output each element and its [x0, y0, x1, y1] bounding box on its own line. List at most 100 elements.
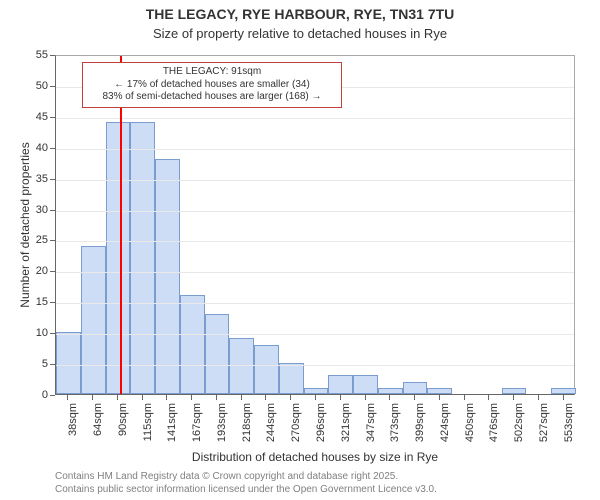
x-tick-mark [439, 395, 440, 400]
x-tick-label: 38sqm [67, 403, 79, 453]
bar [180, 295, 205, 394]
bar [254, 345, 279, 394]
gridline [56, 180, 574, 181]
bar [427, 388, 452, 394]
y-tick-label: 5 [20, 358, 48, 370]
x-axis-label: Distribution of detached houses by size … [55, 450, 575, 464]
gridline [56, 241, 574, 242]
gridline [56, 149, 574, 150]
bar [403, 382, 428, 394]
y-tick-mark [50, 210, 55, 211]
x-tick-label: 167sqm [191, 403, 203, 453]
x-tick-mark [340, 395, 341, 400]
bar [130, 122, 155, 394]
x-tick-mark [538, 395, 539, 400]
x-tick-label: 115sqm [142, 403, 154, 453]
x-tick-label: 399sqm [414, 403, 426, 453]
chart-subtitle: Size of property relative to detached ho… [0, 26, 600, 41]
bar [551, 388, 576, 394]
x-tick-mark [414, 395, 415, 400]
y-tick-mark [50, 86, 55, 87]
bar [279, 363, 304, 394]
y-tick-label: 45 [20, 111, 48, 123]
x-tick-label: 347sqm [365, 403, 377, 453]
x-tick-mark [67, 395, 68, 400]
x-tick-mark [365, 395, 366, 400]
y-tick-mark [50, 395, 55, 396]
y-tick-label: 50 [20, 80, 48, 92]
chart-container: THE LEGACY, RYE HARBOUR, RYE, TN31 7TU S… [0, 0, 600, 500]
x-tick-mark [290, 395, 291, 400]
bar [155, 159, 180, 394]
x-tick-mark [92, 395, 93, 400]
gridline [56, 118, 574, 119]
x-tick-mark [513, 395, 514, 400]
x-tick-label: 502sqm [513, 403, 525, 453]
y-tick-mark [50, 117, 55, 118]
gridline [56, 272, 574, 273]
bar [378, 388, 403, 394]
x-tick-label: 270sqm [290, 403, 302, 453]
x-tick-label: 244sqm [265, 403, 277, 453]
x-tick-mark [488, 395, 489, 400]
bar [205, 314, 230, 394]
bar [56, 332, 81, 394]
bar [502, 388, 527, 394]
x-tick-label: 218sqm [241, 403, 253, 453]
x-tick-mark [216, 395, 217, 400]
footer-line2: Contains public sector information licen… [55, 483, 437, 496]
y-tick-mark [50, 271, 55, 272]
y-tick-mark [50, 364, 55, 365]
x-tick-mark [464, 395, 465, 400]
x-tick-mark [563, 395, 564, 400]
y-tick-mark [50, 179, 55, 180]
footer-line1: Contains HM Land Registry data © Crown c… [55, 470, 437, 483]
y-tick-mark [50, 148, 55, 149]
gridline [56, 303, 574, 304]
chart-footer: Contains HM Land Registry data © Crown c… [55, 470, 437, 496]
x-tick-label: 527sqm [538, 403, 550, 453]
x-tick-label: 141sqm [166, 403, 178, 453]
x-tick-mark [241, 395, 242, 400]
x-tick-label: 193sqm [216, 403, 228, 453]
x-tick-label: 450sqm [464, 403, 476, 453]
chart-title: THE LEGACY, RYE HARBOUR, RYE, TN31 7TU [0, 6, 600, 22]
bar [304, 388, 329, 394]
x-tick-mark [265, 395, 266, 400]
plot-area: THE LEGACY: 91sqm ← 17% of detached hous… [55, 55, 575, 395]
x-tick-label: 476sqm [488, 403, 500, 453]
bar [106, 122, 131, 394]
bar [81, 246, 106, 394]
y-tick-label: 0 [20, 389, 48, 401]
x-tick-label: 321sqm [340, 403, 352, 453]
annotation-line3: 83% of semi-detached houses are larger (… [89, 91, 335, 104]
gridline [56, 334, 574, 335]
y-tick-label: 55 [20, 49, 48, 61]
x-tick-mark [389, 395, 390, 400]
y-tick-mark [50, 302, 55, 303]
bar [353, 375, 378, 394]
y-tick-mark [50, 240, 55, 241]
gridline [56, 211, 574, 212]
annotation-line2: ← 17% of detached houses are smaller (34… [89, 79, 335, 92]
x-tick-mark [117, 395, 118, 400]
x-tick-label: 64sqm [92, 403, 104, 453]
y-tick-mark [50, 333, 55, 334]
y-tick-mark [50, 55, 55, 56]
y-tick-label: 10 [20, 327, 48, 339]
x-tick-label: 90sqm [117, 403, 129, 453]
x-tick-mark [166, 395, 167, 400]
bar [328, 375, 353, 394]
y-axis-label: Number of detached properties [18, 125, 32, 325]
x-tick-label: 373sqm [389, 403, 401, 453]
x-tick-mark [142, 395, 143, 400]
x-tick-label: 296sqm [315, 403, 327, 453]
x-tick-label: 424sqm [439, 403, 451, 453]
gridline [56, 365, 574, 366]
x-tick-label: 553sqm [563, 403, 575, 453]
annotation-box: THE LEGACY: 91sqm ← 17% of detached hous… [82, 62, 342, 108]
x-tick-mark [191, 395, 192, 400]
annotation-line1: THE LEGACY: 91sqm [89, 66, 335, 79]
bar [229, 338, 254, 394]
x-tick-mark [315, 395, 316, 400]
